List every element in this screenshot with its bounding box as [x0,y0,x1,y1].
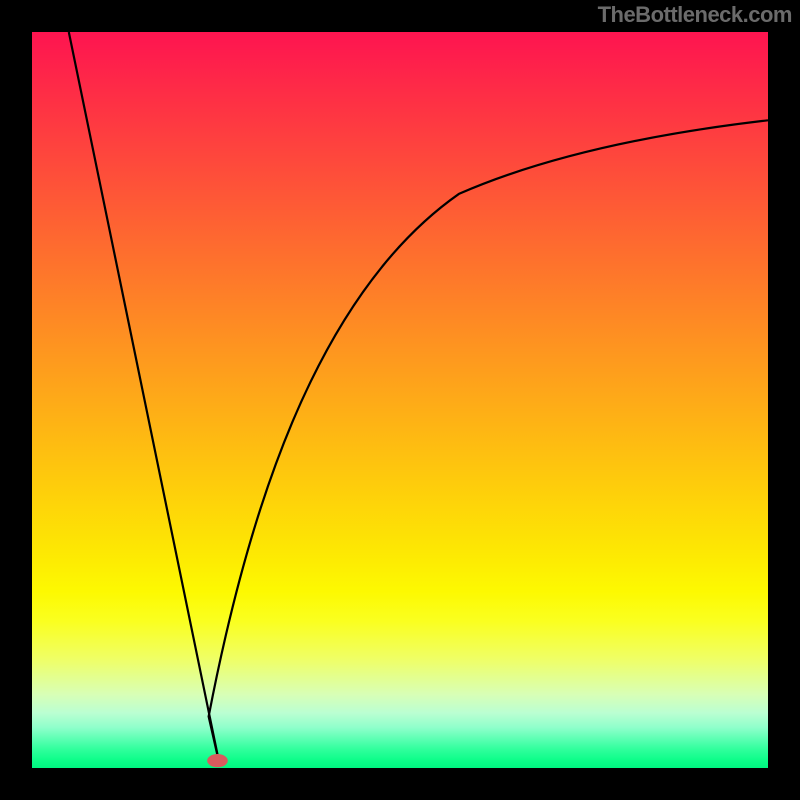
watermark-text: TheBottleneck.com [598,2,792,28]
optimal-point-marker [207,754,228,767]
chart-svg [32,32,768,768]
bottleneck-chart [32,32,768,768]
chart-background [32,32,768,768]
